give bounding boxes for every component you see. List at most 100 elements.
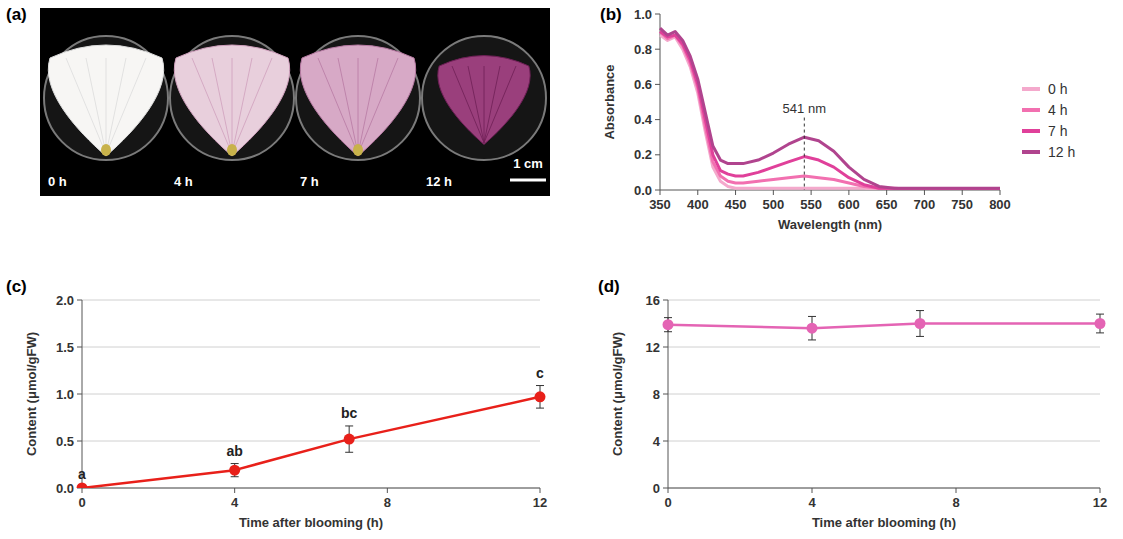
error-cap [231,463,239,464]
y-axis-title: Absorbance [602,64,617,139]
petal-vein [106,58,146,154]
point [1095,318,1106,329]
legend-swatch [1022,108,1040,112]
time-label: 0 h [48,174,67,189]
x-tick-label: 750 [951,197,973,212]
petal-vein [358,58,359,154]
x-tick-label: 12 [533,495,547,510]
y-tick-label: 16 [646,293,660,308]
y-tick [663,488,668,489]
y-tick-label: 0 [653,481,660,496]
annotation-line [804,118,805,190]
x-tick [387,488,388,493]
x-tick-label: 450 [725,197,747,212]
x-tick-label: 350 [649,197,671,212]
x-tick-label: 12 [1093,495,1107,510]
plot-area [660,28,1000,190]
x-tick [660,190,661,195]
x-tick [697,190,698,195]
grid-line [668,441,1100,442]
petal-vein [192,58,232,154]
error-cap [536,408,544,409]
x-tick [234,488,235,493]
petal-vein [232,58,272,154]
x-tick [1100,488,1101,493]
y-tick-label: 2.0 [56,293,74,308]
grid-line [668,394,1100,395]
y-tick-label: 4 [653,434,661,449]
error-cap [1096,332,1104,333]
petal-vein [212,58,232,154]
x-tick [886,190,887,195]
x-tick [848,190,849,195]
petal-vein [66,58,106,154]
series-line [660,32,1000,190]
point [77,483,88,489]
y-tick-label: 8 [653,387,660,402]
petal [438,56,530,145]
grid-line [82,300,540,301]
legend-label: 12 h [1048,144,1075,160]
x-tick-label: 400 [687,197,709,212]
x-axis-title: Time after blooming (h) [812,515,956,530]
time-label: 4 h [174,174,193,189]
y-tick [655,154,660,155]
x-tick-label: 700 [914,197,936,212]
series-line [660,32,1000,190]
x-axis [668,488,1100,489]
series-line [82,397,540,488]
y-tick [663,300,668,301]
chart: (b)0.00.20.40.60.81.03504004505005506006… [600,5,1075,232]
y-tick [655,49,660,50]
dish [422,36,546,160]
y-tick-label: 1.5 [56,340,74,355]
y-tick-label: 0.0 [634,183,652,198]
x-tick-label: 4 [231,495,239,510]
y-tick [663,394,668,395]
error-cap [664,331,672,332]
grid-line [82,441,540,442]
petal-vein [358,58,378,154]
error-cap [916,310,924,311]
legend-label: 7 h [1048,123,1067,139]
significance-letter: ab [226,443,242,459]
y-tick [77,300,82,301]
y-axis-title: Content (μmol/gFW) [610,332,625,456]
point [663,319,674,330]
petal-vein [232,58,252,154]
petal [174,45,289,156]
y-tick [655,190,660,191]
significance-letter: c [536,365,544,381]
y-tick-label: 0.0 [56,481,74,496]
y-axis [660,14,661,190]
dish [170,36,294,160]
petal-vein [484,66,516,143]
petal-base [227,144,237,156]
x-tick [956,488,957,493]
y-tick [655,119,660,120]
y-tick [655,14,660,15]
point [229,465,240,476]
x-axis [82,488,540,489]
y-tick-label: 0.4 [634,112,653,127]
y-axis-title: Content (μmol/gFW) [24,332,39,456]
x-tick-label: 550 [800,197,822,212]
point [915,318,926,329]
x-tick [812,488,813,493]
legend-label: 0 h [1048,81,1067,97]
error-cap [536,385,544,386]
petal-base [101,144,111,156]
x-tick [924,190,925,195]
x-tick-label: 500 [762,197,784,212]
y-tick-label: 0.6 [634,77,652,92]
petal [48,45,163,156]
y-tick-label: 1.0 [56,387,74,402]
petal-vein [338,58,358,154]
error-cap [1096,314,1104,315]
petal-vein [106,58,107,154]
error-cap [231,476,239,477]
chart: (c)0.00.51.01.52.004812Time after bloomi… [6,277,547,530]
petal-vein [358,58,398,154]
petal-vein [468,66,484,143]
point [807,323,818,334]
